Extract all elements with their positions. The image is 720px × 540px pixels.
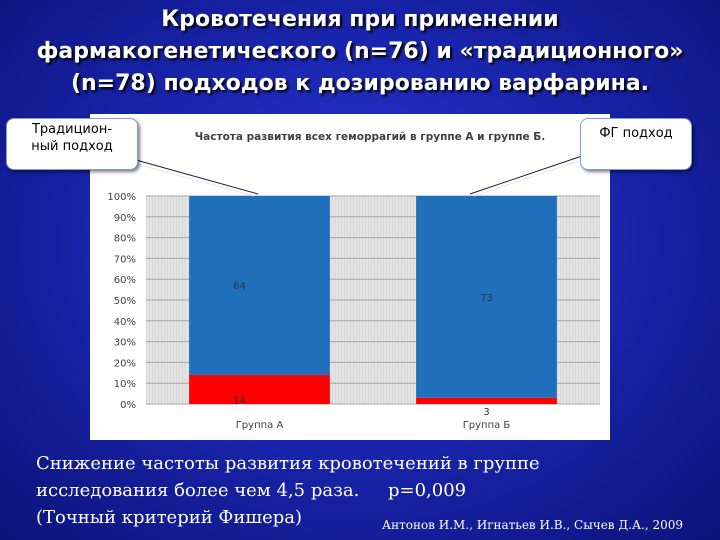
y-tick-label: 40%: [114, 317, 136, 328]
chart-panel: 0% 10% 20% 30% 40% 50% 60% 70% 80% 90% 100% Частота…: [90, 114, 610, 440]
data-label: 73: [480, 293, 493, 304]
y-tick-label: 10%: [114, 379, 136, 390]
y-tick-label: 0%: [120, 400, 136, 411]
x-category-label: Группа Б: [463, 420, 511, 431]
note-line-1: Снижение частоты развития кровотечений в…: [36, 453, 540, 474]
bar-segment: [416, 397, 557, 404]
y-tick-label: 90%: [114, 213, 136, 224]
callout-traditional: Традицион- ный подход: [6, 118, 138, 170]
data-label: 3: [483, 407, 489, 418]
citation: Антонов И.М., Игнатьев И.В., Сычев Д.А.,…: [382, 518, 684, 532]
y-tick-label: 60%: [114, 275, 136, 286]
y-tick-label: 50%: [114, 296, 136, 307]
bar-segment: [189, 196, 330, 375]
chart-title: Частота развития всех геморрагий в групп…: [195, 131, 546, 143]
note-line-2: исследования более чем 4,5 раза. p=0,009: [36, 480, 467, 501]
title-line-3: (n=78) подходов к дозированию варфарина.: [70, 71, 650, 96]
callout-pgx: ФГ подход: [580, 118, 692, 170]
callout-pgx-label: ФГ подход: [599, 126, 673, 141]
title-line-2: фармакогенетического (n=76) и «традицион…: [36, 39, 684, 64]
data-label: 14: [233, 395, 246, 406]
bar-segment: [416, 196, 557, 398]
x-category-label: Группа А: [236, 420, 284, 431]
callout-traditional-line-1: Традицион-: [31, 122, 113, 137]
y-tick-label: 30%: [114, 338, 136, 349]
y-tick-label: 100%: [107, 192, 136, 203]
y-tick-label: 20%: [114, 358, 136, 369]
data-label: 64: [233, 281, 246, 292]
title-line-1: Кровотечения при применении: [161, 7, 559, 32]
chart: 0% 10% 20% 30% 40% 50% 60% 70% 80% 90% 100% Частота…: [107, 131, 600, 431]
y-tick-label: 80%: [114, 234, 136, 245]
callout-traditional-line-2: ный подход: [31, 139, 113, 154]
note-line-3: (Точный критерий Фишера): [36, 507, 303, 528]
bar-segment: [189, 374, 330, 404]
y-tick-label: 70%: [114, 254, 136, 265]
conclusion-note: Снижение частоты развития кровотечений в…: [36, 450, 540, 531]
slide-title: Кровотечения при применении фармакогенет…: [0, 4, 720, 100]
